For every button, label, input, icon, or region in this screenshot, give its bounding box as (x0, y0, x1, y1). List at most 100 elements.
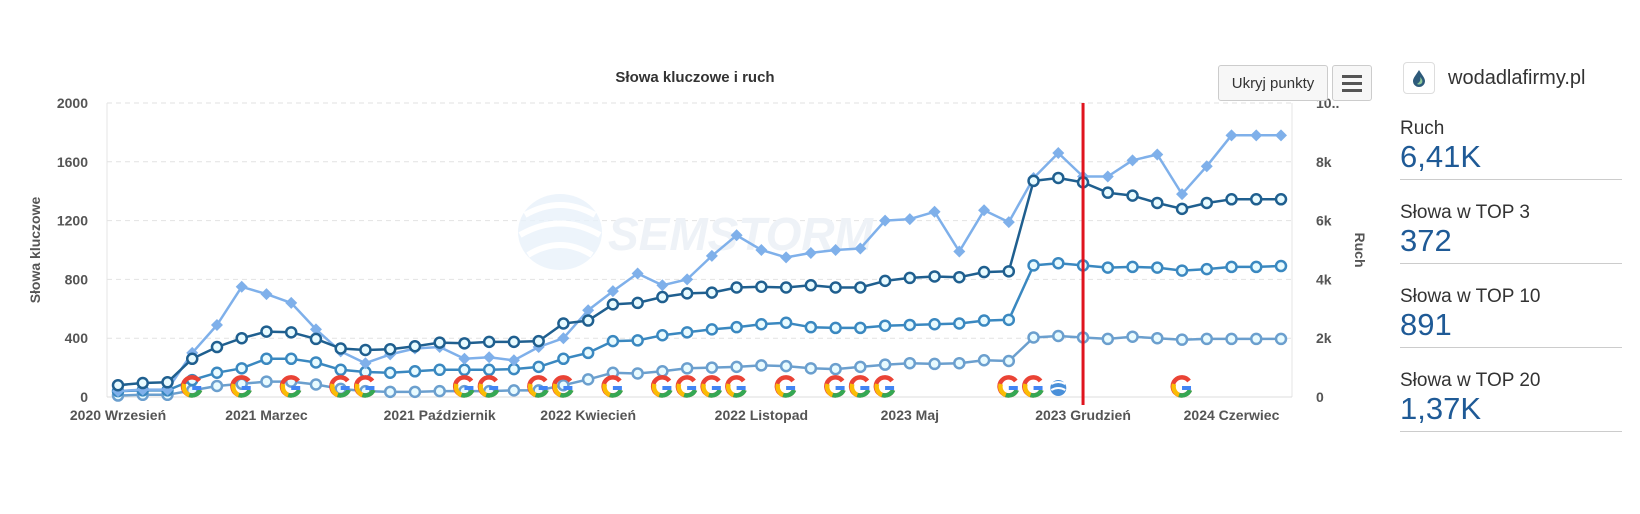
data-point[interactable] (507, 335, 521, 349)
data-point[interactable] (309, 356, 323, 369)
data-point[interactable] (879, 214, 892, 227)
data-point[interactable] (928, 317, 941, 331)
google-update-icon[interactable] (180, 375, 203, 398)
data-point[interactable] (359, 357, 372, 370)
data-point[interactable] (804, 362, 818, 375)
data-point[interactable] (1274, 193, 1288, 206)
data-point[interactable] (111, 378, 125, 392)
data-point[interactable] (1126, 330, 1139, 343)
data-point[interactable] (458, 363, 471, 377)
data-point[interactable] (235, 331, 248, 345)
data-point[interactable] (656, 365, 669, 378)
hide-points-button[interactable]: Ukryj punkty (1218, 65, 1328, 101)
data-point[interactable] (977, 354, 991, 367)
data-point[interactable] (854, 242, 867, 255)
data-point[interactable] (1200, 262, 1214, 276)
data-point[interactable] (953, 317, 966, 330)
chart-menu-button[interactable] (1332, 65, 1372, 101)
data-point[interactable] (1052, 146, 1065, 159)
data-point[interactable] (953, 245, 966, 258)
google-update-markers[interactable] (180, 375, 1193, 398)
data-point[interactable] (1151, 148, 1164, 161)
data-point[interactable] (582, 304, 595, 317)
google-update-icon[interactable] (279, 375, 302, 398)
data-point[interactable] (309, 332, 323, 346)
data-point[interactable] (1225, 260, 1238, 274)
semstorm-update-icon[interactable] (1050, 380, 1067, 396)
data-point[interactable] (631, 334, 644, 347)
google-update-icon[interactable] (452, 375, 475, 398)
data-point[interactable] (804, 246, 817, 259)
data-point[interactable] (680, 326, 694, 339)
data-point[interactable] (903, 356, 917, 370)
data-point[interactable] (903, 271, 917, 285)
data-point[interactable] (161, 376, 174, 389)
data-point[interactable] (1101, 332, 1115, 346)
data-point[interactable] (1250, 129, 1263, 142)
data-point[interactable] (928, 357, 941, 371)
data-point[interactable] (730, 281, 743, 294)
data-point[interactable] (829, 244, 842, 256)
data-point[interactable] (1126, 189, 1139, 202)
data-point[interactable] (284, 352, 298, 366)
data-point[interactable] (680, 362, 694, 375)
data-point[interactable] (606, 298, 620, 311)
data-point[interactable] (829, 281, 842, 294)
data-point[interactable] (1002, 354, 1016, 368)
data-point[interactable] (780, 251, 793, 264)
google-update-icon[interactable] (650, 375, 673, 398)
google-update-icon[interactable] (997, 375, 1019, 398)
data-point[interactable] (878, 319, 892, 332)
data-point[interactable] (928, 205, 941, 218)
data-point[interactable] (1027, 331, 1040, 344)
data-point[interactable] (779, 316, 793, 330)
data-point[interactable] (755, 280, 768, 293)
data-point[interactable] (730, 360, 743, 374)
data-point[interactable] (1101, 170, 1114, 183)
data-point[interactable] (681, 273, 694, 286)
data-point[interactable] (433, 384, 446, 398)
data-point[interactable] (1250, 193, 1263, 206)
data-point[interactable] (235, 280, 248, 293)
data-point[interactable] (606, 285, 619, 298)
data-point[interactable] (483, 351, 496, 364)
data-point[interactable] (606, 334, 620, 348)
data-point[interactable] (656, 290, 669, 304)
data-point[interactable] (1126, 154, 1139, 167)
data-point[interactable] (532, 360, 545, 374)
data-point[interactable] (1175, 264, 1189, 277)
data-point[interactable] (1002, 313, 1016, 327)
data-point[interactable] (1200, 196, 1214, 210)
data-point[interactable] (1027, 259, 1040, 272)
google-update-icon[interactable] (601, 375, 623, 398)
data-point[interactable] (656, 279, 669, 292)
data-point[interactable] (903, 213, 916, 226)
data-point[interactable] (581, 346, 595, 360)
data-point[interactable] (977, 314, 991, 327)
data-point[interactable] (383, 366, 397, 379)
data-point[interactable] (1175, 202, 1189, 216)
data-point[interactable] (482, 335, 496, 349)
data-point[interactable] (1151, 196, 1164, 210)
data-point[interactable] (458, 337, 471, 350)
data-point[interactable] (829, 362, 842, 376)
data-point[interactable] (730, 320, 743, 334)
data-point[interactable] (953, 356, 966, 370)
data-point[interactable] (309, 323, 322, 336)
data-point[interactable] (557, 317, 570, 330)
google-update-icon[interactable] (725, 375, 747, 398)
data-point[interactable] (631, 296, 644, 310)
data-point[interactable] (779, 281, 793, 294)
data-point[interactable] (557, 332, 570, 345)
data-point[interactable] (1052, 171, 1065, 185)
google-update-icon[interactable] (353, 375, 376, 398)
data-point[interactable] (978, 204, 991, 217)
data-point[interactable] (730, 229, 743, 242)
data-point[interactable] (1052, 329, 1065, 343)
data-point[interactable] (705, 361, 719, 374)
data-point[interactable] (705, 286, 719, 299)
data-point[interactable] (977, 265, 991, 279)
data-point[interactable] (260, 352, 273, 366)
data-point[interactable] (878, 274, 892, 288)
data-point[interactable] (210, 366, 224, 379)
